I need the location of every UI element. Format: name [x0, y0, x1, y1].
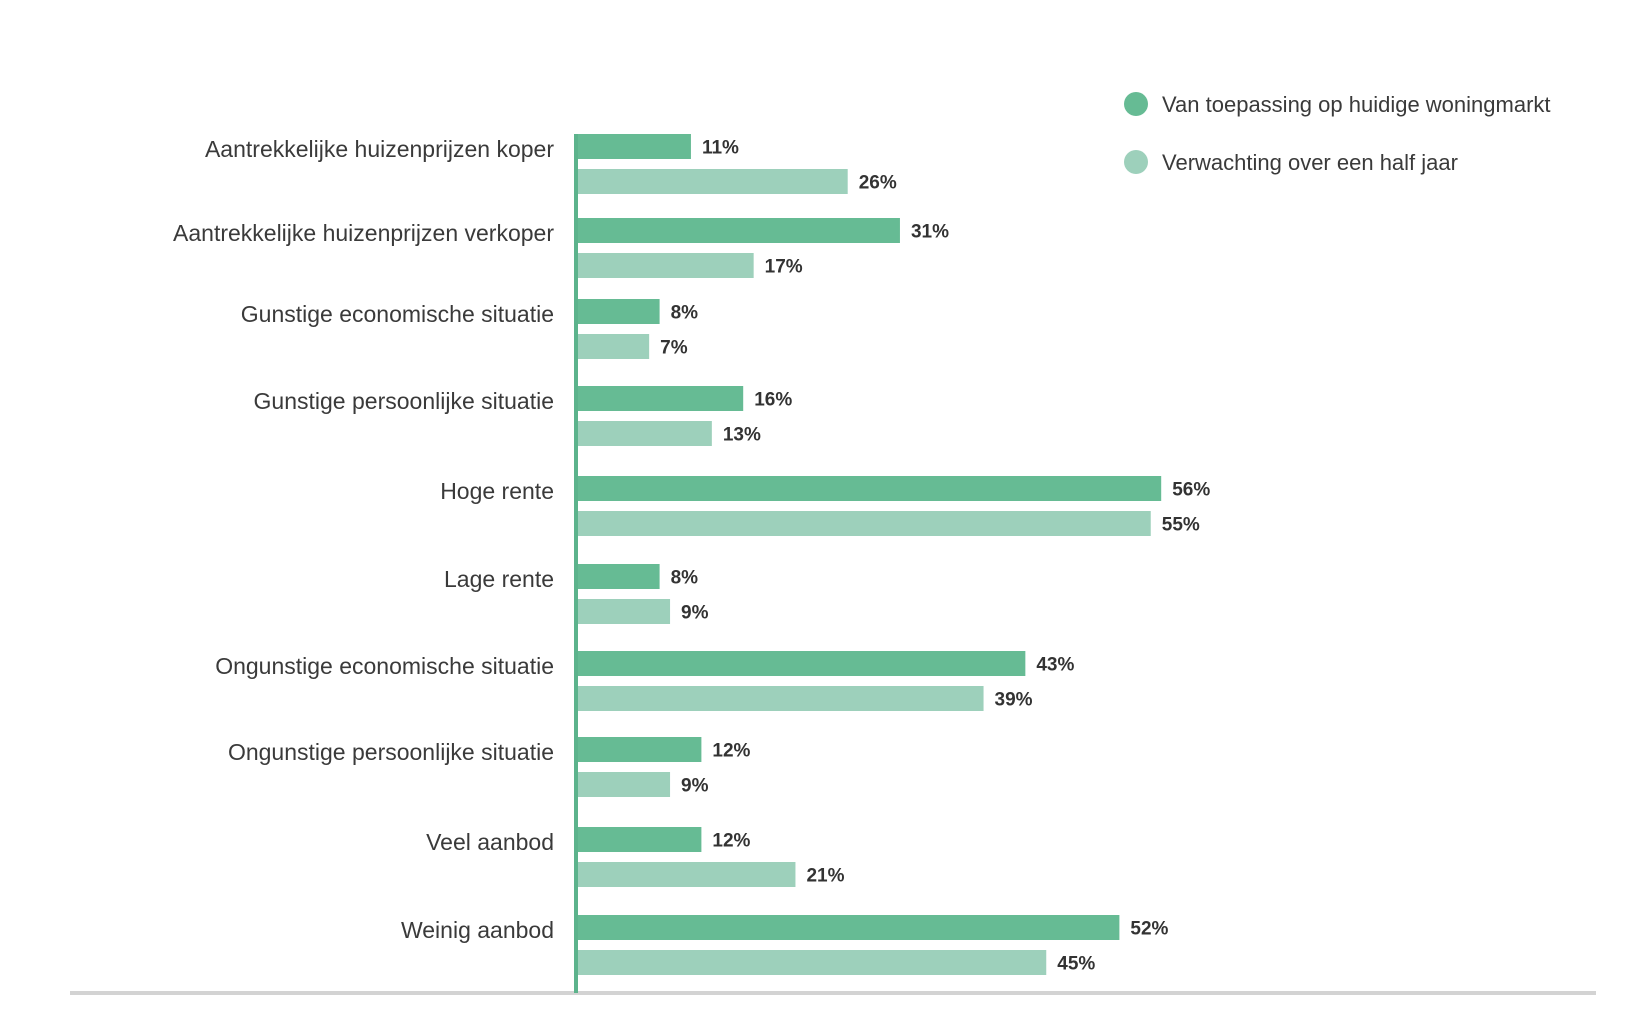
value-label: 39%	[995, 690, 1033, 711]
category-label: Lage rente	[444, 566, 554, 592]
bar-current	[576, 218, 900, 243]
value-label: 8%	[671, 303, 699, 324]
category-label: Weinig aanbod	[401, 917, 554, 943]
legend: Van toepassing op huidige woningmarkt Ver…	[1124, 92, 1551, 175]
value-label: 13%	[723, 425, 761, 446]
bar-expected	[576, 950, 1047, 975]
bar-current	[576, 476, 1162, 501]
value-label: 56%	[1172, 480, 1210, 501]
bar-expected	[576, 334, 650, 359]
value-label: 12%	[712, 741, 750, 762]
bar-expected	[576, 686, 984, 711]
bar-expected	[576, 511, 1151, 536]
legend-marker	[1124, 92, 1148, 116]
bar-current	[576, 915, 1120, 940]
bar-expected	[576, 253, 754, 278]
category-label: Gunstige persoonlijke situatie	[254, 388, 554, 414]
bar-current	[576, 299, 660, 324]
value-label: 7%	[660, 338, 688, 359]
category-label: Hoge rente	[440, 478, 554, 504]
bars-layer	[576, 134, 1162, 975]
value-label: 26%	[859, 173, 897, 194]
value-label: 12%	[712, 831, 750, 852]
value-label: 11%	[702, 138, 739, 159]
category-label: Ongunstige economische situatie	[215, 653, 554, 679]
bar-expected	[576, 169, 848, 194]
bar-current	[576, 564, 660, 589]
value-labels-layer: 11% 26% 31% 17% 8% 7% 16% 13% 56% 55% 8% 9% 43%39% 12…	[660, 138, 1210, 975]
value-label: 43%	[1036, 655, 1074, 676]
category-labels-layer: Aantrekkelijke huizenprijzen koper Aantre…	[173, 136, 554, 943]
legend-label: Verwachting over een half jaar	[1162, 150, 1458, 175]
value-label: 52%	[1130, 919, 1168, 940]
bar-current	[576, 134, 691, 159]
value-label: 21%	[806, 866, 844, 887]
bar-expected	[576, 599, 671, 624]
category-label: Gunstige economische situatie	[241, 301, 554, 327]
value-label: 8%	[671, 568, 699, 589]
category-label: Veel aanbod	[426, 829, 554, 855]
legend-label: Van toepassing op huidige woningmarkt	[1162, 92, 1551, 117]
value-label: 31%	[911, 222, 949, 243]
category-label: Aantrekkelijke huizenprijzen verkoper	[173, 220, 554, 246]
bar-current	[576, 737, 702, 762]
value-label: 9%	[681, 603, 709, 624]
value-label: 16%	[754, 390, 792, 411]
bar-expected	[576, 862, 796, 887]
value-label: 17%	[765, 257, 803, 278]
category-label: Ongunstige persoonlijke situatie	[228, 739, 554, 765]
bar-current	[576, 386, 744, 411]
bar-expected	[576, 421, 712, 446]
legend-marker	[1124, 150, 1148, 174]
value-label: 9%	[681, 776, 709, 797]
value-label: 45%	[1057, 954, 1095, 975]
value-label: 55%	[1162, 515, 1200, 536]
bar-current	[576, 827, 702, 852]
bar-expected	[576, 772, 671, 797]
category-label: Aantrekkelijke huizenprijzen koper	[205, 136, 554, 162]
bar-current	[576, 651, 1026, 676]
